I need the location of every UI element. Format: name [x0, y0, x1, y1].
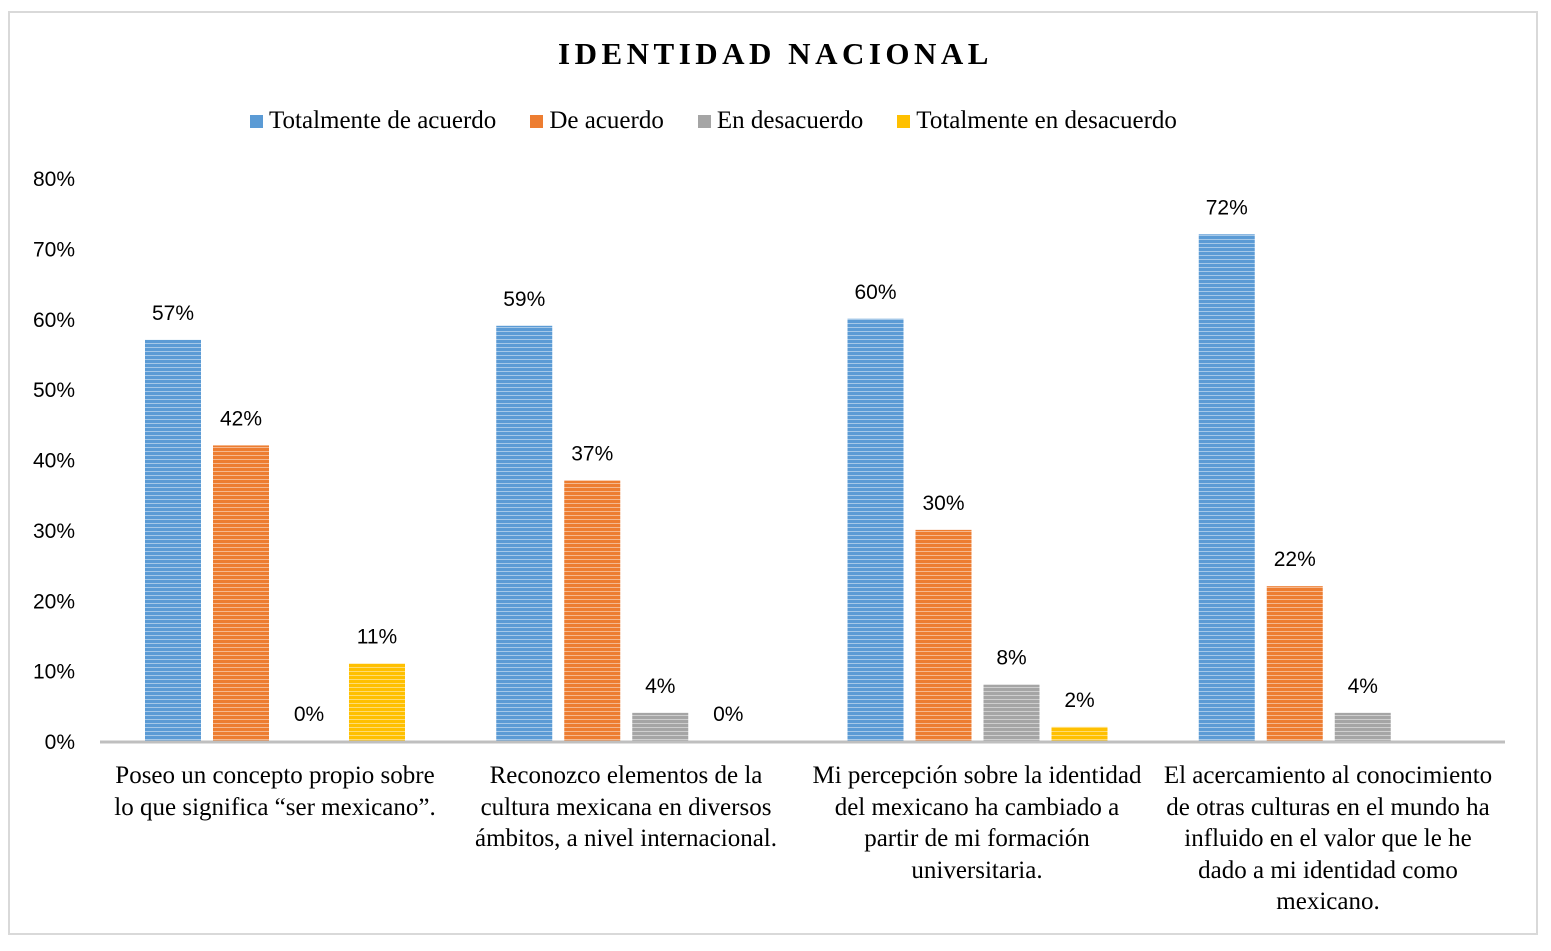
y-tick-label: 60% [33, 309, 75, 332]
legend-label-totalmente-de-acuerdo: Totalmente de acuerdo [269, 107, 497, 134]
y-tick-label: 40% [33, 450, 75, 473]
legend-swatch-de-acuerdo [530, 114, 544, 128]
legend-item-totalmente-de-acuerdo: Totalmente de acuerdo [250, 107, 496, 135]
bar [213, 445, 269, 741]
bar [1198, 234, 1255, 742]
y-tick-label: 70% [33, 238, 75, 261]
data-label: 59% [503, 288, 545, 311]
y-tick-label: 50% [33, 379, 75, 402]
data-label: 57% [152, 302, 194, 325]
bar [915, 529, 972, 741]
bar [632, 712, 689, 741]
data-label: 2% [1064, 689, 1094, 712]
bar [564, 480, 621, 741]
data-label: 11% [357, 626, 397, 649]
category-label-3: Mi percepción sobre la identidad del mex… [812, 762, 1142, 884]
legend-label-de-acuerdo: De acuerdo [549, 107, 664, 134]
y-tick-label: 80% [33, 168, 75, 191]
legend-swatch-totalmente-en-desacuerdo [897, 114, 911, 128]
chart-legend: Totalmente de acuerdo De acuerdo En desa… [250, 104, 1211, 138]
y-tick-label: 0% [45, 731, 75, 754]
data-label: 42% [220, 407, 262, 430]
data-label: 60% [854, 281, 896, 304]
data-label: 0% [294, 703, 324, 726]
data-label: 8% [996, 647, 1026, 670]
legend-swatch-en-desacuerdo [697, 114, 711, 128]
y-tick-label: 20% [33, 590, 75, 613]
bar [983, 684, 1040, 741]
bar [1051, 726, 1108, 741]
data-label: 22% [1274, 548, 1316, 571]
data-label: 30% [922, 492, 964, 515]
data-label: 72% [1206, 196, 1248, 219]
bar [145, 339, 201, 741]
legend-item-de-acuerdo: De acuerdo [530, 107, 664, 135]
data-label: 4% [645, 675, 675, 698]
bar [349, 663, 405, 741]
bar [1334, 712, 1391, 741]
data-label: 4% [1348, 675, 1378, 698]
bar [1266, 586, 1323, 741]
legend-item-totalmente-en-desacuerdo: Totalmente en desacuerdo [897, 107, 1177, 135]
chart-title: IDENTIDAD NACIONAL [558, 36, 993, 71]
legend-label-totalmente-en-desacuerdo: Totalmente en desacuerdo [916, 107, 1177, 134]
legend-swatch-totalmente-de-acuerdo [250, 114, 263, 128]
legend-label-en-desacuerdo: En desacuerdo [716, 107, 864, 134]
data-label: 0% [713, 703, 743, 726]
category-label-4: El acercamiento al conocimiento de otras… [1163, 762, 1493, 915]
y-tick-label: 30% [33, 520, 75, 543]
category-label-2: Reconozco elementos de la cultura mexica… [475, 762, 777, 852]
category-label-1: Poseo un concepto propio sobre lo que si… [114, 762, 436, 821]
data-label: 37% [571, 443, 613, 466]
bar [496, 325, 553, 741]
bar [847, 318, 904, 741]
y-tick-label: 10% [33, 661, 75, 684]
legend-item-en-desacuerdo: En desacuerdo [697, 107, 864, 135]
